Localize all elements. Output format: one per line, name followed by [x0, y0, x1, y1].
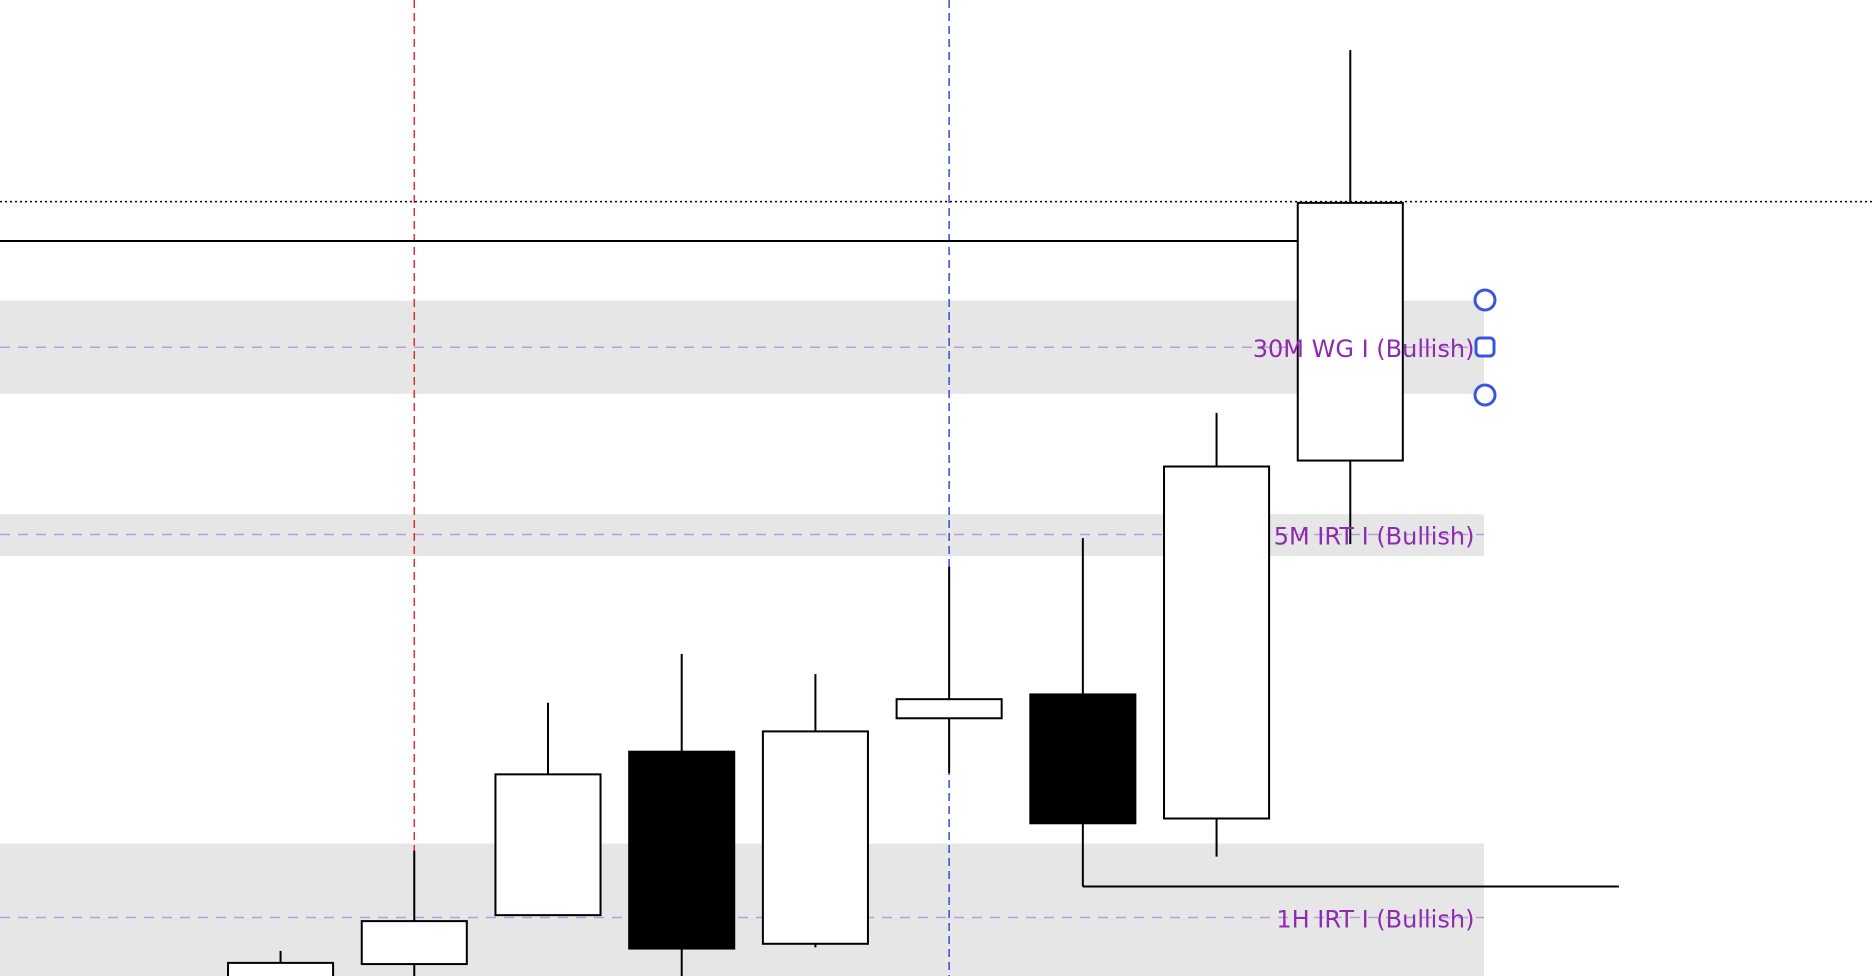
handle[interactable] — [1473, 383, 1497, 407]
candle-body — [1029, 693, 1137, 825]
zone-band — [0, 843, 1484, 976]
candle-body — [227, 961, 335, 976]
handle[interactable] — [1473, 288, 1497, 312]
zone-label: 1H IRT I (Bullish) — [1276, 906, 1474, 934]
candle-body — [628, 750, 736, 950]
candle-body — [1163, 465, 1271, 820]
zone-label: 5M IRT I (Bullish) — [1274, 523, 1475, 551]
candle-body — [360, 920, 468, 966]
candle-body — [895, 698, 1003, 720]
candle-body — [494, 773, 602, 917]
handle[interactable] — [1474, 336, 1496, 358]
selection-handles[interactable] — [1473, 288, 1497, 407]
candle-body — [761, 730, 869, 945]
candle-body — [1296, 201, 1404, 462]
zone-label: 30M WG I (Bullish) — [1253, 335, 1475, 363]
